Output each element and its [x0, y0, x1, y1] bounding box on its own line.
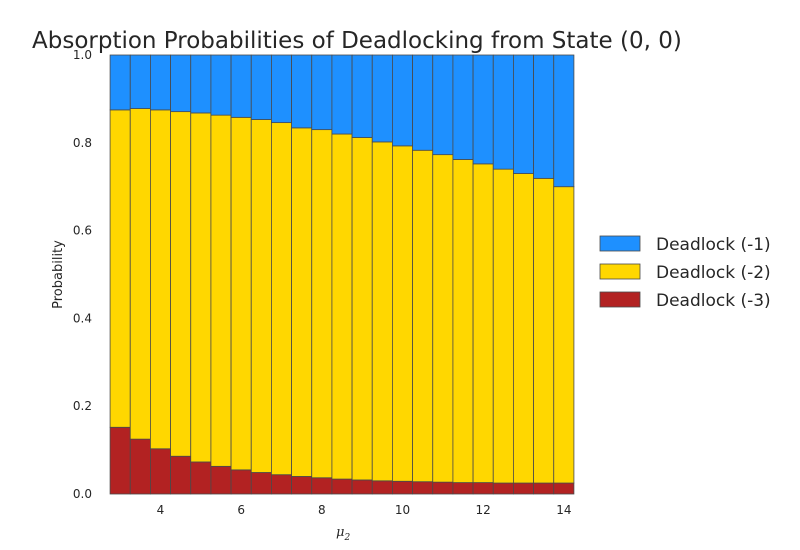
- bar-segment-deadlock2-1: [129, 108, 151, 440]
- bar-segment-deadlock1-3: [170, 54, 192, 113]
- bar-segment-deadlock1-20: [513, 54, 534, 174]
- x-axis-label: μ2: [336, 525, 350, 543]
- legend: Deadlock (-1) Deadlock (-2) Deadlock (-3): [599, 235, 771, 311]
- legend-swatch-deadlock2: [599, 263, 641, 280]
- bar-segment-deadlock2-5: [210, 114, 232, 467]
- bar-segment-deadlock2-11: [331, 133, 353, 480]
- bar-segment-deadlock1-11: [331, 54, 353, 135]
- bar-segment-deadlock3-17: [452, 482, 474, 495]
- legend-label-deadlock2: Deadlock (-2): [656, 263, 771, 283]
- bar-segment-deadlock2-18: [472, 163, 494, 483]
- bar-segment-deadlock3-1: [129, 438, 151, 495]
- bar-segment-deadlock1-7: [250, 54, 272, 120]
- bar-segment-deadlock3-21: [533, 482, 555, 495]
- y-tick-label: 0.8: [73, 136, 92, 150]
- bar-segment-deadlock1-10: [311, 54, 333, 131]
- bar-segment-deadlock1-9: [291, 54, 313, 129]
- bar-segment-deadlock1-17: [452, 54, 474, 160]
- bar-segment-deadlock2-7: [250, 119, 272, 473]
- bar-segment-deadlock2-15: [412, 149, 434, 483]
- y-axis-label: Probability: [51, 240, 66, 309]
- bar-segment-deadlock2-3: [170, 111, 192, 457]
- bar-segment-deadlock3-7: [250, 472, 272, 495]
- x-tick-label: 6: [237, 503, 245, 517]
- y-tick-label: 0.2: [73, 399, 92, 413]
- stacked-bars: [109, 54, 575, 495]
- bar-segment-deadlock3-2: [150, 448, 171, 495]
- bar-segment-deadlock3-9: [291, 476, 313, 495]
- bar-segment-deadlock1-4: [190, 54, 212, 114]
- bar-segment-deadlock2-14: [392, 145, 413, 482]
- bar-segment-deadlock1-2: [150, 54, 171, 111]
- bar-segment-deadlock1-0: [109, 54, 131, 111]
- bar-segment-deadlock3-18: [472, 482, 494, 495]
- x-tick-label: 12: [476, 503, 491, 517]
- bar-segment-deadlock1-8: [271, 54, 292, 124]
- y-tick-label: 0.0: [73, 487, 92, 501]
- legend-label-deadlock1: Deadlock (-1): [656, 235, 771, 255]
- x-axis-label-symbol: μ: [336, 525, 344, 540]
- bar-segment-deadlock2-10: [311, 129, 333, 479]
- bar-segment-deadlock2-8: [271, 122, 292, 476]
- bar-segment-deadlock1-13: [371, 54, 393, 143]
- bar-segment-deadlock2-4: [190, 112, 212, 463]
- bar-segment-deadlock3-5: [210, 465, 232, 495]
- bar-segment-deadlock2-9: [291, 127, 313, 477]
- bar-segment-deadlock2-6: [230, 116, 252, 471]
- bar-segment-deadlock1-5: [210, 54, 232, 116]
- bar-segment-deadlock3-19: [492, 482, 514, 495]
- bar-segment-deadlock3-12: [351, 479, 373, 495]
- y-tick-label: 1.0: [73, 48, 92, 62]
- bar-segment-deadlock3-14: [392, 480, 413, 495]
- x-tick-label: 10: [395, 503, 410, 517]
- bar-segment-deadlock1-12: [351, 54, 373, 138]
- bar-segment-deadlock1-21: [533, 54, 555, 179]
- bar-segment-deadlock1-14: [392, 54, 413, 147]
- legend-swatch-deadlock1: [599, 235, 641, 252]
- bar-segment-deadlock2-22: [553, 186, 575, 484]
- bar-segment-deadlock2-19: [492, 168, 514, 484]
- x-tick-label: 4: [157, 503, 165, 517]
- y-tick-label: 0.4: [73, 311, 92, 325]
- bar-segment-deadlock1-19: [492, 54, 514, 170]
- bar-segment-deadlock1-16: [432, 54, 454, 156]
- bar-segment-deadlock3-0: [109, 426, 131, 495]
- y-axis-ticks: 0.0 0.2 0.4 0.6 0.8 1.0: [73, 48, 92, 501]
- bar-segment-deadlock3-10: [311, 477, 333, 495]
- bar-segment-deadlock1-1: [129, 54, 151, 109]
- bar-segment-deadlock3-6: [230, 469, 252, 495]
- x-tick-label: 8: [318, 503, 326, 517]
- bar-segment-deadlock2-20: [513, 173, 534, 484]
- bar-segment-deadlock2-21: [533, 177, 555, 484]
- bar-segment-deadlock2-16: [432, 154, 454, 483]
- bar-segment-deadlock3-4: [190, 461, 212, 495]
- bar-segment-deadlock1-18: [472, 54, 494, 165]
- bar-segment-deadlock2-17: [452, 159, 474, 483]
- bar-segment-deadlock3-20: [513, 482, 534, 495]
- legend-swatch-deadlock3: [599, 291, 641, 308]
- bar-segment-deadlock2-12: [351, 137, 373, 481]
- x-axis-label-subscript: 2: [343, 533, 350, 543]
- y-tick-label: 0.6: [73, 224, 92, 238]
- bar-segment-deadlock3-3: [170, 455, 192, 495]
- bar-segment-deadlock2-0: [109, 109, 131, 428]
- bar-segment-deadlock1-6: [230, 54, 252, 118]
- x-tick-label: 14: [556, 503, 571, 517]
- bar-segment-deadlock2-2: [150, 109, 171, 450]
- bar-segment-deadlock3-13: [371, 480, 393, 495]
- x-axis-ticks: 4 6 8 10 12 14: [157, 503, 572, 517]
- bar-segment-deadlock3-16: [432, 481, 454, 495]
- bar-segment-deadlock3-22: [553, 482, 575, 495]
- bar-segment-deadlock3-11: [331, 478, 353, 495]
- plot-area: [109, 54, 575, 495]
- bar-segment-deadlock1-15: [412, 54, 434, 151]
- chart-title: Absorption Probabilities of Deadlocking …: [32, 28, 682, 54]
- bar-segment-deadlock2-13: [371, 141, 393, 482]
- bar-segment-deadlock3-15: [412, 481, 434, 495]
- bar-segment-deadlock1-22: [553, 54, 575, 188]
- legend-label-deadlock3: Deadlock (-3): [656, 291, 771, 311]
- bar-segment-deadlock3-8: [271, 474, 292, 495]
